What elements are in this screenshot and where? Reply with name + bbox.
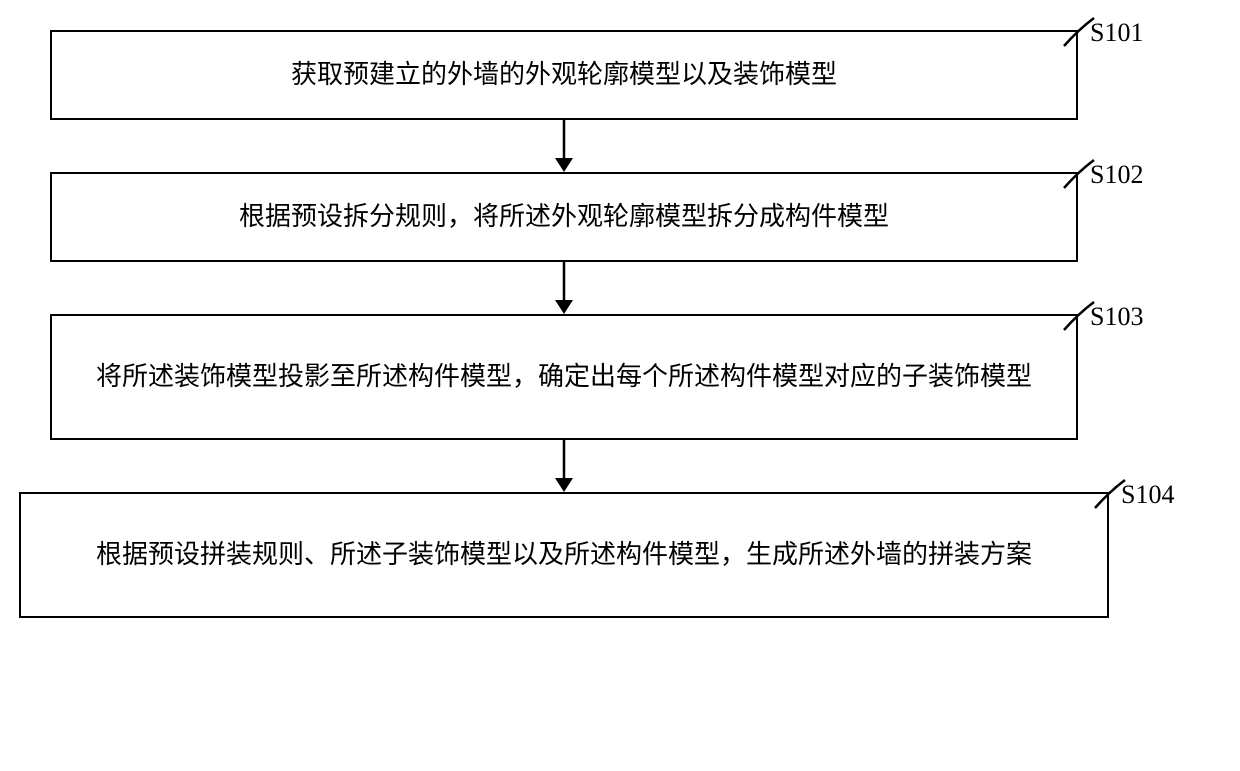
step-text: 根据预设拼装规则、所述子装饰模型以及所述构件模型，生成所述外墙的拼装方案 [96, 536, 1032, 574]
step-row-s103: 将所述装饰模型投影至所述构件模型，确定出每个所述构件模型对应的子装饰模型S103 [50, 314, 1190, 440]
step-box-s104: 根据预设拼装规则、所述子装饰模型以及所述构件模型，生成所述外墙的拼装方案 [19, 492, 1109, 618]
step-text: 根据预设拆分规则，将所述外观轮廓模型拆分成构件模型 [239, 198, 889, 236]
step-box-s102: 根据预设拆分规则，将所述外观轮廓模型拆分成构件模型 [50, 172, 1078, 262]
step-label-s103: S103 [1090, 302, 1143, 332]
connector-2 [553, 440, 575, 492]
step-text: 将所述装饰模型投影至所述构件模型，确定出每个所述构件模型对应的子装饰模型 [96, 358, 1032, 396]
step-text: 获取预建立的外墙的外观轮廓模型以及装饰模型 [291, 56, 837, 94]
step-label-s101: S101 [1090, 18, 1143, 48]
step-row-s101: 获取预建立的外墙的外观轮廓模型以及装饰模型S101 [50, 30, 1190, 120]
connector-1 [553, 262, 575, 314]
step-label-s102: S102 [1090, 160, 1143, 190]
step-box-s103: 将所述装饰模型投影至所述构件模型，确定出每个所述构件模型对应的子装饰模型 [50, 314, 1078, 440]
step-row-s104: 根据预设拼装规则、所述子装饰模型以及所述构件模型，生成所述外墙的拼装方案S104 [50, 492, 1190, 618]
step-label-s104: S104 [1121, 480, 1174, 510]
connector-0 [553, 120, 575, 172]
step-box-s101: 获取预建立的外墙的外观轮廓模型以及装饰模型 [50, 30, 1078, 120]
step-row-s102: 根据预设拆分规则，将所述外观轮廓模型拆分成构件模型S102 [50, 172, 1190, 262]
